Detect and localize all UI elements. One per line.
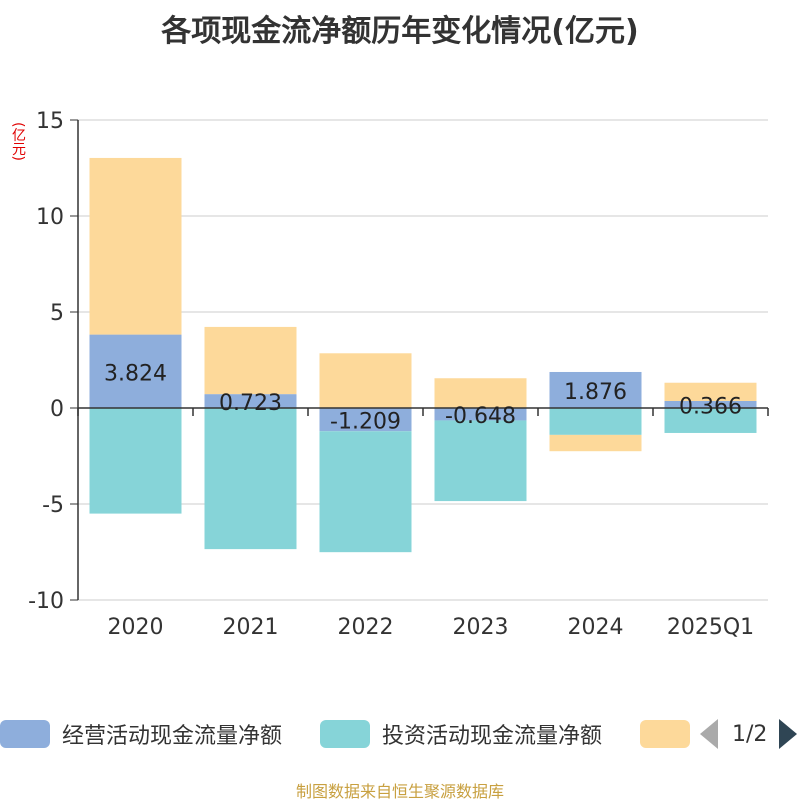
bar-series1-2022 <box>319 431 412 553</box>
legend-item-investing[interactable]: 投资活动现金流量净额 <box>320 714 602 754</box>
y-axis-unit: (亿元) <box>10 122 26 161</box>
data-label-2025Q1: 0.366 <box>679 394 742 419</box>
bar-series0-2023 <box>434 408 527 421</box>
data-label-2024: 1.876 <box>564 380 627 405</box>
data-label-2020: 3.824 <box>104 361 167 386</box>
legend-page-indicator: 1/2 <box>732 721 768 747</box>
x-tick-label: 2025Q1 <box>667 615 754 640</box>
data-label-2022: -1.209 <box>330 410 401 435</box>
x-tick-label: 2022 <box>338 615 394 640</box>
x-tick-label: 2020 <box>108 615 164 640</box>
y-tick-label: 0 <box>50 397 64 422</box>
bar-series1-2023 <box>434 420 527 502</box>
legend-label-operating: 经营活动现金流量净额 <box>62 724 283 749</box>
bar-series0-2020 <box>89 334 182 408</box>
bar-series2-2021 <box>204 326 297 395</box>
bar-series1-2025Q1 <box>664 408 757 433</box>
y-tick-label: -10 <box>28 589 64 614</box>
legend-prev-icon[interactable] <box>700 719 718 749</box>
bar-series2-2023 <box>434 378 527 408</box>
bar-series1-2024 <box>549 408 642 435</box>
legend-next-icon[interactable] <box>779 719 798 749</box>
bar-chart: -10 -5 0 5 10 15 2020 2021 2022 2023 2024 2025Q1 3.8… <box>28 109 769 640</box>
bar-series2-2025Q1 <box>664 382 757 401</box>
y-tick-label: 10 <box>36 205 64 230</box>
bar-series0-2021 <box>204 394 297 408</box>
legend-item-financing[interactable] <box>640 714 702 754</box>
legend-swatch-operating <box>0 720 50 748</box>
y-tick-label: 15 <box>36 109 64 134</box>
x-tick-label: 2023 <box>453 615 509 640</box>
bar-series0-2024 <box>549 371 642 408</box>
bar-series2-2022 <box>319 353 412 408</box>
bar-series0-2022 <box>319 408 412 432</box>
y-tick-label: -5 <box>42 493 64 518</box>
data-label-2023: -0.648 <box>445 404 516 429</box>
data-source-note: 制图数据来自恒生聚源数据库 <box>295 782 504 801</box>
x-tick-label: 2024 <box>568 615 624 640</box>
legend-pager: 1/2 <box>700 718 798 750</box>
legend: 经营活动现金流量净额 投资活动现金流量净额 1/2 <box>0 714 800 758</box>
data-label-2021: 0.723 <box>219 391 282 416</box>
bar-series0-2025Q1 <box>664 400 757 408</box>
chart-title: 各项现金流净额历年变化情况(亿元) <box>161 14 639 49</box>
bar-series2-2024 <box>549 434 642 452</box>
legend-swatch-investing <box>320 720 370 748</box>
y-tick-label: 5 <box>50 301 64 326</box>
x-tick-label: 2021 <box>223 615 279 640</box>
legend-item-operating[interactable]: 经营活动现金流量净额 <box>0 714 282 754</box>
bar-series1-2021 <box>204 408 297 550</box>
legend-label-investing: 投资活动现金流量净额 <box>382 724 603 749</box>
bar-series2-2020 <box>89 157 182 335</box>
legend-swatch-financing <box>640 720 690 748</box>
bar-series1-2020 <box>89 408 182 514</box>
